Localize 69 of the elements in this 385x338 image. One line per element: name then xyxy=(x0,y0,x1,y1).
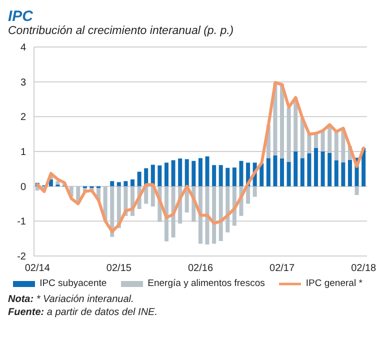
y-tick-label: 4 xyxy=(20,42,26,54)
bar xyxy=(158,165,162,186)
bar xyxy=(48,179,53,186)
bar xyxy=(116,182,121,186)
bar xyxy=(124,181,128,186)
bar xyxy=(307,134,312,154)
bar xyxy=(300,118,304,158)
bar xyxy=(192,160,196,186)
bar xyxy=(56,181,60,185)
x-tick-label: 02/17 xyxy=(270,263,295,274)
source-note: Fuente: a partir de datos del INE. xyxy=(8,306,159,319)
text: Nota: * Variación interanual. xyxy=(8,293,135,306)
legend-label: IPC subyacente xyxy=(38,278,107,289)
bar xyxy=(110,186,114,237)
bar xyxy=(348,160,352,186)
bar xyxy=(314,133,318,148)
chart-title: IPC xyxy=(8,8,34,25)
bar xyxy=(232,168,236,186)
bar xyxy=(307,153,312,186)
bar xyxy=(164,162,168,186)
bar xyxy=(144,186,148,204)
legend-label: Energía y alimentos frescos xyxy=(146,278,265,289)
x-tick-label: 02/16 xyxy=(188,263,214,274)
chart-subtitle: Contribución al crecimiento interanual (p. p.) xyxy=(8,25,235,37)
bar xyxy=(266,158,270,186)
line-series xyxy=(36,81,366,234)
bar xyxy=(218,186,223,242)
bar xyxy=(294,152,298,186)
bar xyxy=(246,186,250,204)
bar xyxy=(205,186,210,245)
bar xyxy=(205,156,210,186)
y-tick-label: -1 xyxy=(17,216,26,228)
bar xyxy=(341,162,346,186)
legend-label: IPC general * xyxy=(304,278,362,289)
bar xyxy=(328,152,332,186)
bar xyxy=(137,172,142,186)
bar xyxy=(300,158,304,186)
y-tick-label: 1 xyxy=(20,147,26,158)
bar xyxy=(226,186,230,232)
x-tick-label: 02/14 xyxy=(24,263,50,274)
bar xyxy=(273,155,278,186)
bar xyxy=(184,159,189,186)
bar xyxy=(178,158,182,186)
bar xyxy=(212,186,216,244)
bar xyxy=(286,162,291,186)
bar xyxy=(130,179,134,186)
bar xyxy=(286,108,291,162)
x-tick-label: 02/18 xyxy=(351,263,377,274)
bar xyxy=(218,165,223,186)
bar xyxy=(252,186,257,197)
bar xyxy=(226,168,230,186)
bar xyxy=(354,186,359,196)
bar xyxy=(280,158,284,186)
bar xyxy=(171,160,176,186)
bar xyxy=(280,84,284,158)
y-tick-label: 3 xyxy=(20,77,26,88)
bar xyxy=(239,160,244,186)
bar xyxy=(110,181,114,186)
y-tick-label: -2 xyxy=(17,252,26,263)
bar xyxy=(314,148,318,186)
bar xyxy=(198,186,202,244)
bar xyxy=(198,158,202,186)
y-tick-label: 0 xyxy=(20,182,26,193)
y-tick-label: 2 xyxy=(20,112,26,124)
bar xyxy=(334,132,338,160)
x-tick-label: 02/15 xyxy=(106,263,132,274)
bar xyxy=(212,165,216,186)
bar xyxy=(320,152,325,186)
bar xyxy=(334,160,338,186)
